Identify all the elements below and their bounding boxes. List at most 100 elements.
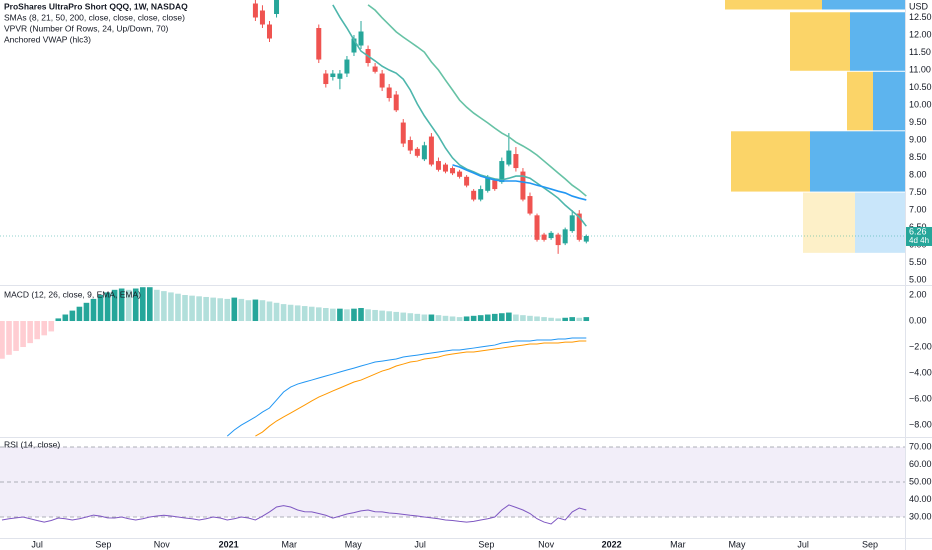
- macd-histogram-bar: [6, 321, 12, 355]
- macd-histogram-bar: [400, 312, 407, 322]
- symbol-title: ProShares UltraPro Short QQQ, 1W, NASDAQ: [4, 1, 188, 11]
- y-tick-label: 60.00: [909, 459, 932, 469]
- macd-histogram-bar: [555, 318, 561, 322]
- macd-histogram-bar: [231, 297, 238, 322]
- y-tick-label: 6.50: [909, 222, 927, 232]
- macd-histogram-bar: [41, 321, 48, 336]
- volume-down: [873, 71, 905, 131]
- candle-body: [576, 213, 582, 240]
- volume-up: [725, 0, 822, 10]
- macd-histogram-bar: [196, 296, 202, 322]
- y-tick-label: 11.50: [909, 47, 931, 57]
- candle-body: [414, 148, 420, 156]
- volume-up: [803, 192, 855, 253]
- macd-histogram-bar: [470, 315, 477, 322]
- candle-body: [259, 10, 265, 25]
- macd-histogram-bar: [534, 316, 540, 322]
- volume-up: [790, 12, 850, 71]
- candle-body: [407, 140, 413, 151]
- countdown-label: 4d 4h: [909, 236, 929, 245]
- candle-body: [435, 161, 441, 170]
- y-tick-label: 12.50: [909, 12, 932, 22]
- candle-body: [266, 24, 272, 39]
- macd-histogram-bar: [154, 289, 160, 322]
- candle-body: [351, 38, 357, 53]
- legend: ProShares UltraPro Short QQQ, 1W, NASDAQ…: [4, 1, 929, 449]
- price-badge-label: 6.26: [909, 226, 927, 236]
- macd-histogram-bar: [442, 315, 449, 322]
- macd-histogram-bar: [337, 308, 343, 322]
- macd-histogram-bar: [280, 304, 287, 322]
- macd-histogram-bar: [294, 305, 301, 322]
- macd-histogram-bar: [520, 315, 526, 322]
- rsi-line: [1, 504, 587, 525]
- macd-histogram-bar: [358, 308, 364, 322]
- candle-body: [583, 235, 589, 242]
- candle-body: [471, 190, 477, 200]
- x-tick-label: Jul: [414, 539, 426, 549]
- macd-histogram-bar: [83, 302, 90, 322]
- price-pane: [0, 0, 905, 254]
- indicator-line: [452, 164, 587, 201]
- macd-histogram-bar: [548, 317, 554, 322]
- macd-histogram-bar: [76, 306, 83, 322]
- macd-histogram-bar: [323, 308, 329, 322]
- macd-histogram-bar: [428, 314, 435, 322]
- macd-histogram-bar: [576, 317, 583, 322]
- signal-line: [255, 340, 587, 437]
- macd-histogram-bar: [456, 317, 463, 322]
- macd-histogram-bar: [0, 321, 5, 359]
- y-tick-label: 8.00: [909, 169, 927, 179]
- candle-body: [569, 215, 575, 232]
- y-tick-label: −6.00: [909, 393, 932, 403]
- rsi-title: RSI (14, close): [4, 439, 60, 449]
- candle-body: [485, 176, 491, 191]
- macd-histogram-bar: [344, 309, 350, 322]
- macd-histogram-bar: [118, 288, 125, 322]
- x-tick-label: Sep: [95, 539, 111, 549]
- indicator-label: Anchored VWAP (hlc3): [4, 34, 91, 44]
- x-tick-label: May: [728, 539, 746, 549]
- x-tick-label: Jul: [797, 539, 809, 549]
- macd-histogram-bar: [407, 313, 414, 322]
- indicator-line: [367, 4, 587, 197]
- indicator-line: [332, 4, 587, 227]
- macd-histogram-bar: [583, 317, 590, 322]
- x-tick-label: May: [345, 539, 363, 549]
- candle-body: [506, 150, 512, 165]
- macd-histogram-bar: [252, 299, 259, 322]
- macd-histogram-bar: [104, 292, 111, 322]
- macd-histogram-bar: [245, 300, 252, 322]
- y-tick-label: 10.50: [909, 82, 932, 92]
- candle-body: [386, 87, 392, 99]
- rsi-pane: [1, 504, 587, 525]
- y-tick-label: 8.50: [909, 152, 927, 162]
- macd-histogram-bar: [463, 316, 470, 322]
- x-tick-label: Mar: [670, 539, 686, 549]
- candle-body: [457, 171, 463, 177]
- macd-histogram-bar: [217, 298, 224, 322]
- macd-histogram-bar: [569, 317, 576, 322]
- x-tick-label: Jul: [31, 539, 43, 549]
- y-tick-label: 12.00: [909, 29, 932, 39]
- candle-body: [520, 171, 526, 200]
- macd-histogram-bar: [435, 315, 442, 322]
- y-tick-label: 2.00: [909, 289, 927, 299]
- candle-body: [478, 189, 484, 200]
- candle-body: [428, 136, 434, 165]
- x-tick-label: Nov: [538, 539, 555, 549]
- x-tick-label: Sep: [478, 539, 494, 549]
- macd-histogram-bar: [287, 304, 294, 322]
- rsi-background: [0, 446, 905, 518]
- x-tick-label: 2021: [219, 539, 239, 549]
- x-tick-label: Nov: [154, 539, 171, 549]
- candle-body: [358, 31, 364, 46]
- macd-histogram-bar: [238, 298, 245, 322]
- y-tick-label: 10.00: [909, 99, 932, 109]
- candle-body: [337, 73, 343, 79]
- macd-line: [226, 337, 587, 437]
- macd-histogram-bar: [20, 321, 26, 348]
- macd-histogram-bar: [161, 291, 167, 322]
- macd-histogram-bar: [175, 293, 181, 322]
